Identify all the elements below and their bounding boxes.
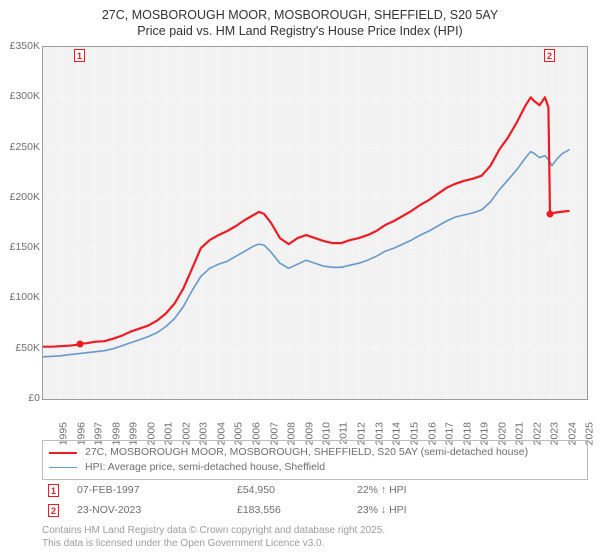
event-rows: 1 07-FEB-1997 £54,950 22% ↑ HPI 2 23-NOV… — [42, 480, 588, 520]
event-price: £183,556 — [237, 504, 357, 516]
event-point-dot — [546, 211, 553, 218]
event-marker-box: 2 — [544, 49, 555, 62]
event-delta: 23% ↓ HPI — [357, 504, 407, 516]
title-line-1: 27C, MOSBOROUGH MOOR, MOSBOROUGH, SHEFFI… — [102, 8, 498, 22]
chart-svg — [43, 47, 587, 399]
legend-row: HPI: Average price, semi-detached house,… — [49, 460, 581, 475]
legend-label: HPI: Average price, semi-detached house,… — [85, 460, 325, 475]
event-point-dot — [77, 340, 84, 347]
legend-label: 27C, MOSBOROUGH MOOR, MOSBOROUGH, SHEFFI… — [85, 445, 528, 460]
y-tick-label: £350K — [0, 40, 40, 52]
event-marker-box: 1 — [74, 49, 85, 62]
legend: 27C, MOSBOROUGH MOOR, MOSBOROUGH, SHEFFI… — [42, 440, 588, 480]
y-tick-label: £50K — [0, 342, 40, 354]
footer-line-2: This data is licensed under the Open Gov… — [42, 538, 324, 549]
event-price: £54,950 — [237, 484, 357, 496]
event-delta: 22% ↑ HPI — [357, 484, 407, 496]
y-tick-label: £200K — [0, 191, 40, 203]
event-row: 1 07-FEB-1997 £54,950 22% ↑ HPI — [42, 480, 588, 500]
event-date: 07-FEB-1997 — [77, 484, 237, 496]
event-date: 23-NOV-2023 — [77, 504, 237, 516]
legend-swatch — [49, 467, 77, 468]
legend-swatch — [49, 452, 77, 454]
y-tick-label: £0 — [0, 392, 40, 404]
chart-title: 27C, MOSBOROUGH MOOR, MOSBOROUGH, SHEFFI… — [0, 0, 600, 39]
y-tick-label: £150K — [0, 241, 40, 253]
legend-row: 27C, MOSBOROUGH MOOR, MOSBOROUGH, SHEFFI… — [49, 445, 581, 460]
footer-line-1: Contains HM Land Registry data © Crown c… — [42, 525, 385, 536]
y-tick-label: £250K — [0, 141, 40, 153]
chart-container: 27C, MOSBOROUGH MOOR, MOSBOROUGH, SHEFFI… — [0, 0, 600, 560]
footer: Contains HM Land Registry data © Crown c… — [42, 524, 588, 550]
event-marker: 1 — [48, 484, 59, 497]
event-marker: 2 — [48, 504, 59, 517]
event-row: 2 23-NOV-2023 £183,556 23% ↓ HPI — [42, 500, 588, 520]
y-tick-label: £300K — [0, 90, 40, 102]
title-line-2: Price paid vs. HM Land Registry's House … — [137, 24, 462, 38]
y-tick-label: £100K — [0, 291, 40, 303]
plot-area — [42, 46, 588, 400]
